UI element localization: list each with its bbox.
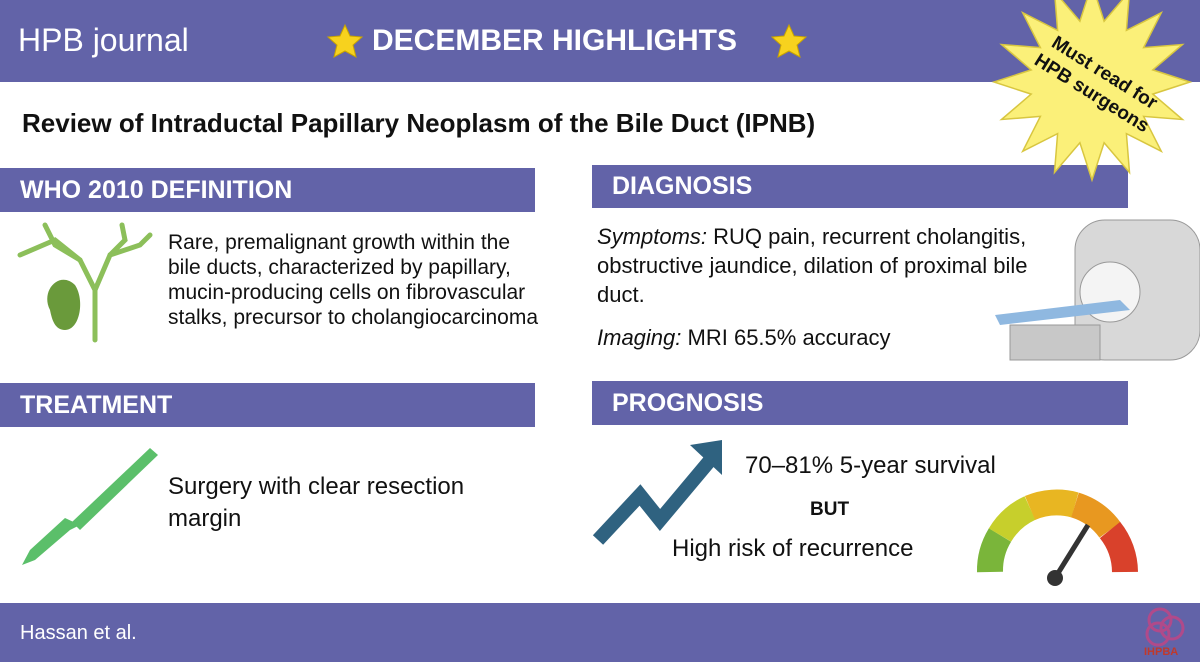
section-heading: TREATMENT	[0, 383, 535, 427]
definition-text: Rare, premalignant growth within the bil…	[168, 231, 539, 329]
but: BUT	[810, 499, 850, 520]
imaging: Imaging: MRI 65.5% accuracy	[597, 325, 890, 350]
symptoms-text: RUQ pain, recurrent cholangitis, obstruc…	[597, 224, 1028, 307]
section-heading: WHO 2010 DEFINITION	[0, 168, 535, 212]
mri-icon	[995, 219, 1200, 361]
authors: Hassan et al.	[20, 622, 137, 644]
logo-text: IHPBA	[1144, 646, 1179, 658]
treatment-text: Surgery with clear resection margin	[168, 473, 465, 532]
section-heading: DIAGNOSIS	[592, 165, 1128, 208]
banner: DECEMBER HIGHLIGHTS	[372, 24, 738, 57]
footer-band	[0, 603, 1200, 662]
stars	[326, 23, 808, 58]
symptoms-label: Symptoms:	[597, 224, 708, 249]
journal-name: HPB journal	[18, 22, 189, 58]
section-heading: PROGNOSIS	[592, 381, 1128, 425]
risk: High risk of recurrence	[672, 535, 914, 562]
gauge-icon	[977, 489, 1138, 573]
symptoms: Symptoms: RUQ pain, recurrent cholangiti…	[597, 222, 1057, 309]
survival: 70–81% 5-year survival	[745, 452, 996, 479]
bile-duct-icon	[17, 222, 153, 343]
arrow-head	[690, 440, 722, 475]
gauge-needle	[1052, 523, 1091, 580]
trend-arrow	[592, 453, 718, 545]
imaging-text: MRI 65.5% accuracy	[687, 325, 891, 350]
scalpel-icon	[22, 448, 158, 565]
title: Review of Intraductal Papillary Neoplasm…	[22, 108, 816, 138]
starburst	[991, 0, 1193, 183]
gauge-hub	[1047, 570, 1063, 586]
imaging-label: Imaging:	[597, 325, 682, 350]
gallbladder	[47, 279, 81, 330]
logo-icon	[1145, 607, 1185, 647]
top-band	[0, 0, 1200, 82]
